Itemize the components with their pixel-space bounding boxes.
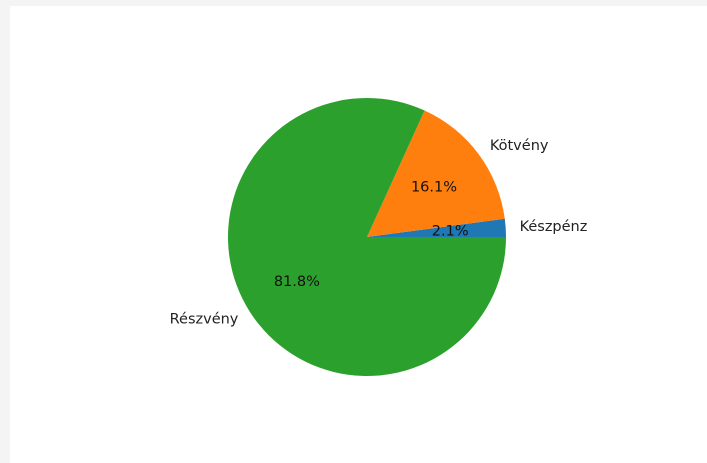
percent-label-reszveny: 81.8% xyxy=(274,274,320,290)
percent-label-keszpenz: 2.1% xyxy=(432,224,469,240)
slice-label-reszveny: Részvény xyxy=(170,312,239,328)
pie-slices xyxy=(228,98,507,376)
slice-label-keszpenz: Készpénz xyxy=(520,219,588,235)
percent-label-kotveny: 16.1% xyxy=(411,179,457,195)
pie-slice-reszveny xyxy=(228,98,507,376)
pie-labels: Készpénz 2.1% Kötvény 16.1% Részvény 81.8% xyxy=(170,138,588,328)
slice-label-kotveny: Kötvény xyxy=(490,138,549,154)
pie-slice-kotveny xyxy=(367,110,505,237)
pie-slice-keszpenz xyxy=(367,218,506,237)
